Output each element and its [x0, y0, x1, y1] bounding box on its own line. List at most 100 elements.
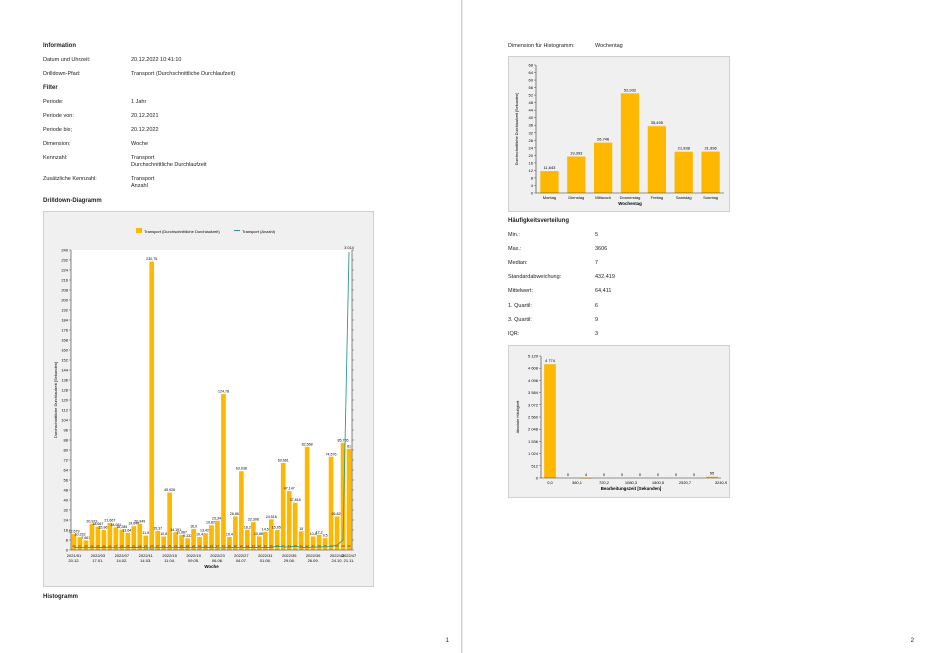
to-label: Periode bis;: [43, 127, 73, 133]
x-tick-label: Montag: [543, 195, 556, 200]
bar-base-label: 22: [90, 544, 94, 548]
bar: [701, 151, 720, 193]
drill-value: Transport (Durchschnittliche Durchlaufze…: [131, 71, 236, 77]
bar-data-label: 230,75: [146, 257, 157, 261]
bar-base-label: 28: [186, 544, 190, 548]
bar-base-label: 22: [222, 544, 226, 548]
y-tick-label: 136: [61, 378, 68, 383]
max-value: 3606: [595, 246, 608, 252]
y-tick-label: 104: [61, 418, 68, 423]
bar: [221, 394, 226, 550]
y-tick-label: 168: [61, 338, 68, 343]
x-tick-label: 1080,3: [625, 480, 638, 485]
median-label: Median:: [508, 260, 528, 266]
q1-value: 6: [595, 303, 599, 309]
x-axis-title: Bearbeitungszeit [Sekunden]: [601, 486, 662, 491]
x-tick-label: 2022/11: [139, 553, 154, 558]
y-tick-label: 4 096: [528, 378, 539, 383]
bar-data-label: 10,4: [196, 533, 203, 537]
y-tick-label: 1 536: [528, 439, 539, 444]
y-tick-label: 8: [66, 538, 69, 543]
bar-base-label: 22: [329, 544, 333, 548]
y-tick-label: 24: [529, 145, 534, 150]
bar-data-label: 55: [710, 471, 715, 476]
bar: [227, 537, 232, 550]
bar-data-label: 4: [585, 472, 588, 477]
bar-data-label: 0: [675, 472, 678, 477]
bar-data-label: 37,818: [290, 498, 301, 502]
x-tick-label: 24.10.: [331, 558, 342, 563]
bar-base-label: 21: [162, 544, 166, 548]
bar-base-label: 25: [323, 544, 327, 548]
bar-data-label: 18,667: [92, 522, 103, 526]
bar: [209, 525, 214, 550]
bar-base-label: 22: [347, 544, 351, 548]
x-tick-label: 2022/31: [258, 553, 273, 558]
bar-data-label: 81: [347, 444, 351, 448]
bar-data-label: 0: [693, 472, 696, 477]
bar-base-label: 23: [335, 544, 339, 548]
bar: [540, 171, 559, 193]
y-tick-label: 192: [61, 308, 68, 313]
dim-hist-label: Dimension für Histogramm:: [508, 43, 575, 49]
period-value: 1 Jahr: [131, 99, 147, 105]
page-number: 2: [910, 638, 914, 644]
bar-data-label: 10,4: [226, 533, 233, 537]
info-heading: Information: [43, 43, 76, 49]
x-tick-label: Freitag: [651, 195, 663, 200]
x-tick-label: 2022/47: [342, 553, 357, 558]
x-tick-label: 11.04.: [164, 558, 175, 563]
x-tick-label: 04.07.: [236, 558, 247, 563]
bar: [322, 538, 328, 550]
bar: [268, 519, 274, 550]
bar: [149, 261, 155, 550]
q3-label: 3. Quartil:: [508, 317, 532, 323]
bar-data-label: 52,932: [624, 87, 637, 92]
min-value: 5: [595, 232, 599, 238]
dim-value: Woche: [131, 141, 149, 147]
x-tick-label: 1800,5: [652, 480, 665, 485]
y-tick-label: 36: [529, 123, 534, 128]
from-value: 20.12.2021: [131, 113, 159, 119]
y-tick-label: 1 024: [528, 451, 539, 456]
bar-data-label: 21,938: [678, 146, 691, 151]
x-tick-label: 720,2: [599, 480, 610, 485]
bar-base-label: 20: [150, 544, 154, 548]
bar: [113, 527, 119, 550]
drill-label: Drilldown-Pfad:: [43, 71, 81, 77]
bar-data-label: 20,949: [134, 519, 145, 523]
histogram-chart-panel: 0 512 1 024 1 536 2 048 2 560 3 072 3 584 4 096 4…: [508, 345, 730, 498]
x-tick-label: 06.06.: [212, 558, 223, 563]
bar-base-label: 24: [192, 544, 196, 548]
bar-data-label: 14,191: [170, 528, 181, 532]
x-axis-title: Wochentag: [618, 201, 642, 206]
y-tick-label: 240: [61, 248, 68, 253]
bar-data-label: 15,967: [98, 526, 109, 530]
y-tick-label: 200: [61, 298, 68, 303]
x-tick-label: 29.08.: [284, 558, 295, 563]
line-top-label: 3 014: [344, 246, 354, 250]
bar-base-label: 24: [341, 544, 345, 548]
bar: [125, 532, 131, 550]
plot-area: [71, 250, 352, 550]
bar: [647, 126, 666, 193]
bar: [316, 534, 322, 550]
bar-base-label: 27: [156, 544, 160, 548]
bar-data-label: 9,5: [323, 534, 328, 538]
y-tick-label: 64: [529, 70, 534, 75]
y-tick-label: 96: [64, 428, 69, 433]
bar-data-label: 13,429: [200, 529, 211, 533]
bar-data-label: 63,038: [236, 467, 247, 471]
bar: [280, 462, 286, 550]
date-label: Datum und Uhrzeit:: [43, 57, 91, 63]
bar: [292, 502, 298, 550]
x-tick-label: 20.12.: [68, 558, 79, 563]
bar-data-label: 0: [621, 472, 624, 477]
y-tick-label: 144: [61, 368, 68, 373]
x-tick-label: 2022/19: [186, 553, 201, 558]
bar-base-label: 22: [72, 544, 76, 548]
y-tick-label: 8: [531, 175, 534, 180]
bar-data-label: 23,344: [212, 516, 223, 520]
bar: [298, 531, 304, 550]
y-tick-label: 4: [531, 183, 534, 188]
